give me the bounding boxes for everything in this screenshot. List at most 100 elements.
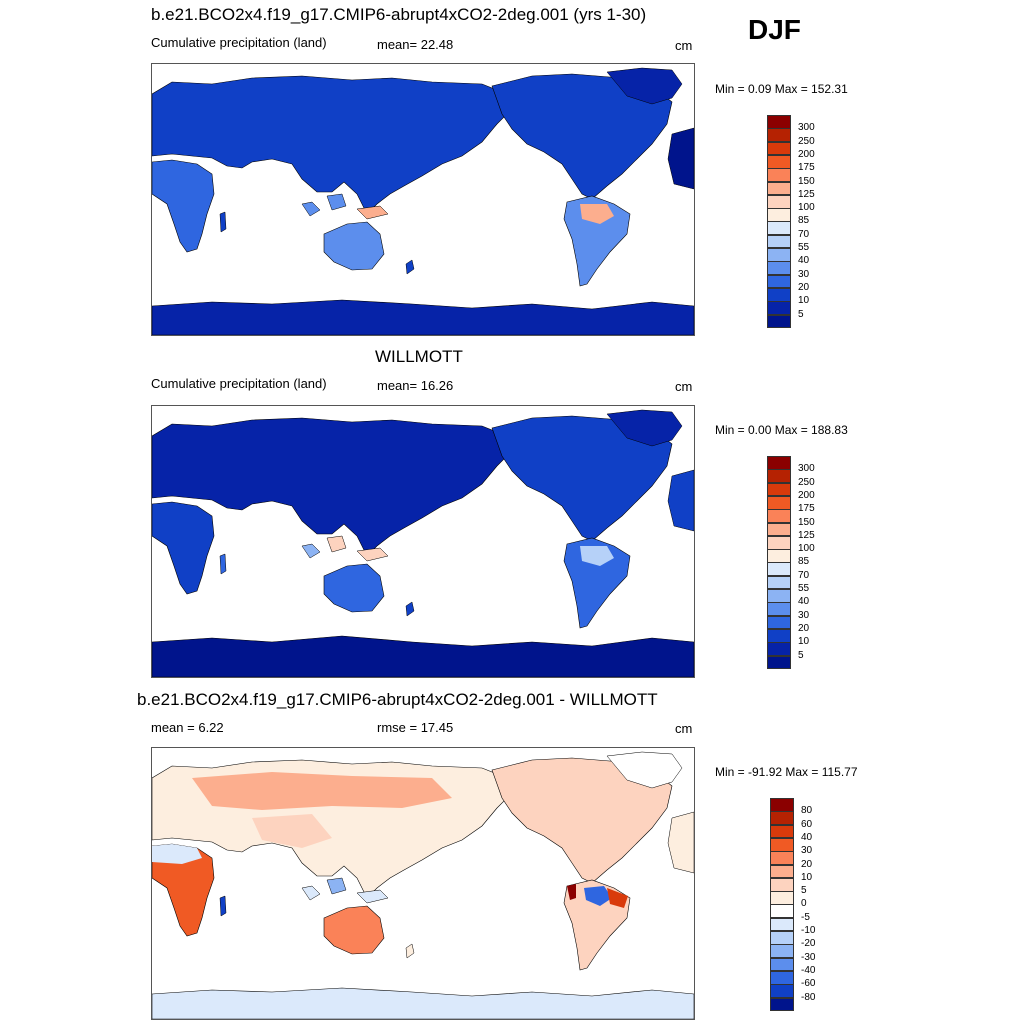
- colorbar-label: 5: [798, 649, 804, 661]
- colorbar-label: -40: [801, 964, 816, 976]
- colorbar-box: [770, 837, 794, 852]
- antarctica-landmass: [152, 635, 694, 677]
- colorbar-box: [767, 602, 791, 617]
- amazon-region: [584, 886, 612, 906]
- eurasia-landmass: [152, 417, 513, 557]
- panel-model-variable-label: Cumulative precipitation (land): [151, 35, 327, 50]
- panel-model-units: cm: [675, 38, 693, 53]
- colorbar-label: -30: [801, 951, 816, 963]
- borneo-landmass: [326, 193, 347, 211]
- colorbar-label: 20: [798, 622, 810, 634]
- colorbar-label: 250: [798, 135, 815, 147]
- africa-landmass: [152, 501, 215, 595]
- colorbar-box: [767, 314, 791, 329]
- panel-diff-rmse-label: rmse = 17.45: [377, 720, 454, 735]
- colorbar-label: 80: [801, 805, 813, 817]
- colorbar-box: [767, 628, 791, 643]
- south-america-landmass: [563, 537, 631, 629]
- south-america-landmass: [563, 195, 631, 287]
- panel-obs-units: cm: [675, 379, 693, 394]
- new-zealand-landmass: [405, 259, 415, 275]
- panel-diff-colorbar: 80 60 40 30 20 10 5 0 -5 -10 -20 -30 -40 -60 -80: [770, 798, 830, 1013]
- antarctica-landmass: [152, 987, 694, 1019]
- colorbar-box: [767, 141, 791, 156]
- siberia-region: [192, 772, 452, 810]
- colorbar-box: [770, 798, 794, 812]
- colorbar-label: 125: [798, 529, 815, 541]
- colorbar-box: [770, 944, 794, 959]
- colorbar-label: 20: [798, 281, 810, 293]
- colorbar-label: 0: [801, 898, 807, 910]
- colorbar-label: 300: [798, 122, 815, 134]
- colorbar-label: 30: [798, 609, 810, 621]
- colorbar-box: [767, 562, 791, 577]
- colorbar-box: [767, 115, 791, 129]
- colorbar-label: 100: [798, 543, 815, 555]
- borneo-landmass: [326, 877, 347, 895]
- colorbar-label: 85: [798, 556, 810, 568]
- colorbar-label: 175: [798, 162, 815, 174]
- colorbar-label: 175: [798, 503, 815, 515]
- colorbar-label: 5: [798, 308, 804, 320]
- colorbar-label: 10: [798, 636, 810, 648]
- south-asia-region: [252, 814, 332, 848]
- colorbar-box: [770, 917, 794, 932]
- colorbar-box: [767, 642, 791, 656]
- colorbar-box: [767, 168, 791, 182]
- colorbar-box: [767, 615, 791, 630]
- colorbar-box: [767, 181, 791, 196]
- colorbar-box: [767, 655, 791, 670]
- africa-landmass: [152, 159, 215, 253]
- colorbar-label: -5: [801, 911, 810, 923]
- colorbar-box: [770, 984, 794, 998]
- eurasia-landmass: [152, 75, 513, 215]
- colorbar-label: 55: [798, 242, 810, 253]
- colorbar-box: [767, 234, 791, 249]
- colorbar-label: 40: [801, 831, 813, 843]
- europe-edge-landmass: [667, 811, 694, 874]
- colorbar-box: [767, 495, 791, 510]
- season-label: DJF: [748, 14, 801, 45]
- panel-model-mean-label: mean= 22.48: [377, 37, 454, 52]
- madagascar-landmass: [219, 895, 227, 917]
- colorbar-label: 30: [801, 845, 813, 857]
- colorbar-box: [767, 509, 791, 523]
- colorbar-box: [770, 824, 794, 839]
- europe-edge-landmass: [667, 469, 694, 532]
- antarctica-landmass: [152, 299, 694, 335]
- colorbar-box: [767, 208, 791, 222]
- panel-obs-mean-label: mean= 16.26: [377, 378, 454, 393]
- colorbar-label: 5: [801, 885, 807, 897]
- colorbar-label: -10: [801, 925, 816, 936]
- panel-diff-minmax: Min = -91.92 Max = 115.77: [715, 765, 858, 779]
- new-guinea-landmass: [356, 889, 389, 904]
- australia-landmass: [323, 221, 385, 271]
- new-guinea-landmass: [356, 547, 389, 562]
- colorbar-box: [767, 575, 791, 590]
- panel-obs-minmax: Min = 0.00 Max = 188.83: [715, 423, 848, 437]
- colorbar-box: [767, 274, 791, 289]
- madagascar-landmass: [219, 553, 227, 575]
- colorbar-label: 150: [798, 175, 815, 187]
- colorbar-label: 55: [798, 583, 810, 594]
- panel-model-map: [151, 63, 695, 336]
- colorbar-label: 30: [798, 268, 810, 280]
- panel-model-colorbar: 300 250 200 175 150 125 100 85 70 55 40 30 20 10 5: [767, 115, 827, 330]
- colorbar-box: [767, 128, 791, 143]
- colorbar-box: [767, 522, 791, 537]
- colorbar-box: [770, 997, 794, 1012]
- colorbar-box: [767, 535, 791, 550]
- colorbar-box: [767, 589, 791, 603]
- colorbar-box: [770, 957, 794, 972]
- panel-model-minmax: Min = 0.09 Max = 152.31: [715, 82, 848, 96]
- colorbar-label: -20: [801, 938, 816, 950]
- colorbar-box: [767, 248, 791, 262]
- colorbar-box: [767, 482, 791, 497]
- greenland-landmass: [606, 67, 683, 105]
- colorbar-label: 200: [798, 148, 815, 160]
- colorbar-box: [770, 864, 794, 879]
- colorbar-box: [767, 221, 791, 236]
- colorbar-label: 70: [798, 228, 810, 240]
- panel-diff-title: b.e21.BCO2x4.f19_g17.CMIP6-abrupt4xCO2-2…: [137, 690, 658, 709]
- europe-edge-landmass: [667, 127, 694, 190]
